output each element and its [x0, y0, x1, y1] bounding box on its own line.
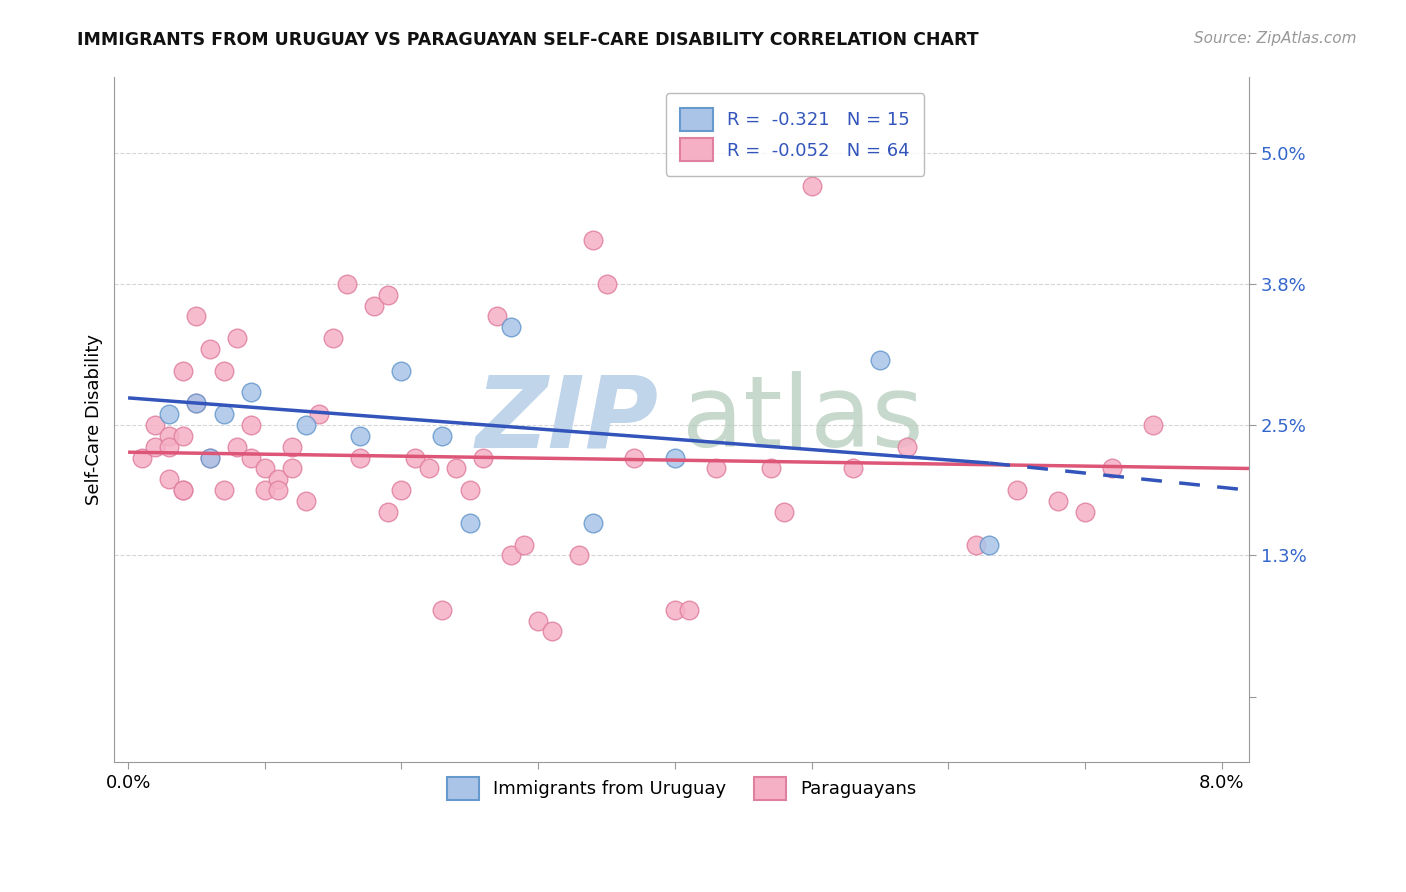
Point: [212, 407, 235, 421]
Point: [322, 331, 344, 345]
Point: [336, 277, 359, 291]
Point: [226, 440, 249, 454]
Point: [582, 233, 605, 247]
Point: [172, 483, 194, 498]
Point: [1046, 494, 1069, 508]
Point: [664, 603, 686, 617]
Y-axis label: Self-Care Disability: Self-Care Disability: [86, 334, 103, 505]
Point: [281, 461, 304, 475]
Point: [363, 299, 385, 313]
Point: [240, 450, 263, 465]
Point: [253, 483, 276, 498]
Point: [499, 320, 522, 334]
Point: [391, 364, 413, 378]
Point: [349, 429, 371, 443]
Point: [458, 516, 481, 530]
Point: [267, 483, 290, 498]
Point: [212, 364, 235, 378]
Point: [240, 385, 263, 400]
Point: [568, 549, 591, 563]
Point: [1074, 505, 1097, 519]
Point: [294, 494, 316, 508]
Point: [759, 461, 782, 475]
Point: [198, 450, 221, 465]
Point: [157, 407, 180, 421]
Point: [186, 396, 208, 410]
Point: [499, 549, 522, 563]
Text: atlas: atlas: [682, 371, 924, 468]
Point: [212, 483, 235, 498]
Point: [377, 287, 399, 301]
Point: [432, 603, 454, 617]
Point: [157, 472, 180, 486]
Point: [513, 537, 536, 551]
Point: [869, 352, 891, 367]
Point: [404, 450, 426, 465]
Point: [444, 461, 467, 475]
Point: [432, 429, 454, 443]
Point: [349, 450, 371, 465]
Point: [704, 461, 727, 475]
Point: [172, 429, 194, 443]
Point: [198, 342, 221, 356]
Point: [540, 624, 562, 639]
Point: [172, 483, 194, 498]
Point: [965, 537, 987, 551]
Point: [145, 440, 167, 454]
Point: [267, 472, 290, 486]
Point: [582, 516, 605, 530]
Point: [377, 505, 399, 519]
Point: [800, 179, 823, 194]
Point: [664, 450, 686, 465]
Point: [157, 440, 180, 454]
Point: [145, 417, 167, 432]
Point: [308, 407, 330, 421]
Text: IMMIGRANTS FROM URUGUAY VS PARAGUAYAN SELF-CARE DISABILITY CORRELATION CHART: IMMIGRANTS FROM URUGUAY VS PARAGUAYAN SE…: [77, 31, 979, 49]
Point: [979, 537, 1001, 551]
Point: [281, 440, 304, 454]
Point: [486, 310, 509, 324]
Point: [198, 450, 221, 465]
Point: [896, 440, 918, 454]
Text: ZIP: ZIP: [477, 371, 659, 468]
Legend: Immigrants from Uruguay, Paraguayans: Immigrants from Uruguay, Paraguayans: [432, 763, 931, 814]
Point: [157, 429, 180, 443]
Point: [595, 277, 617, 291]
Point: [623, 450, 645, 465]
Point: [186, 396, 208, 410]
Point: [391, 483, 413, 498]
Point: [1142, 417, 1164, 432]
Point: [773, 505, 796, 519]
Point: [841, 461, 863, 475]
Point: [172, 364, 194, 378]
Point: [131, 450, 153, 465]
Point: [458, 483, 481, 498]
Point: [226, 331, 249, 345]
Point: [253, 461, 276, 475]
Point: [294, 417, 316, 432]
Point: [472, 450, 495, 465]
Point: [186, 310, 208, 324]
Text: Source: ZipAtlas.com: Source: ZipAtlas.com: [1194, 31, 1357, 46]
Point: [240, 417, 263, 432]
Point: [1101, 461, 1123, 475]
Point: [678, 603, 700, 617]
Point: [527, 614, 550, 628]
Point: [1005, 483, 1028, 498]
Point: [418, 461, 440, 475]
